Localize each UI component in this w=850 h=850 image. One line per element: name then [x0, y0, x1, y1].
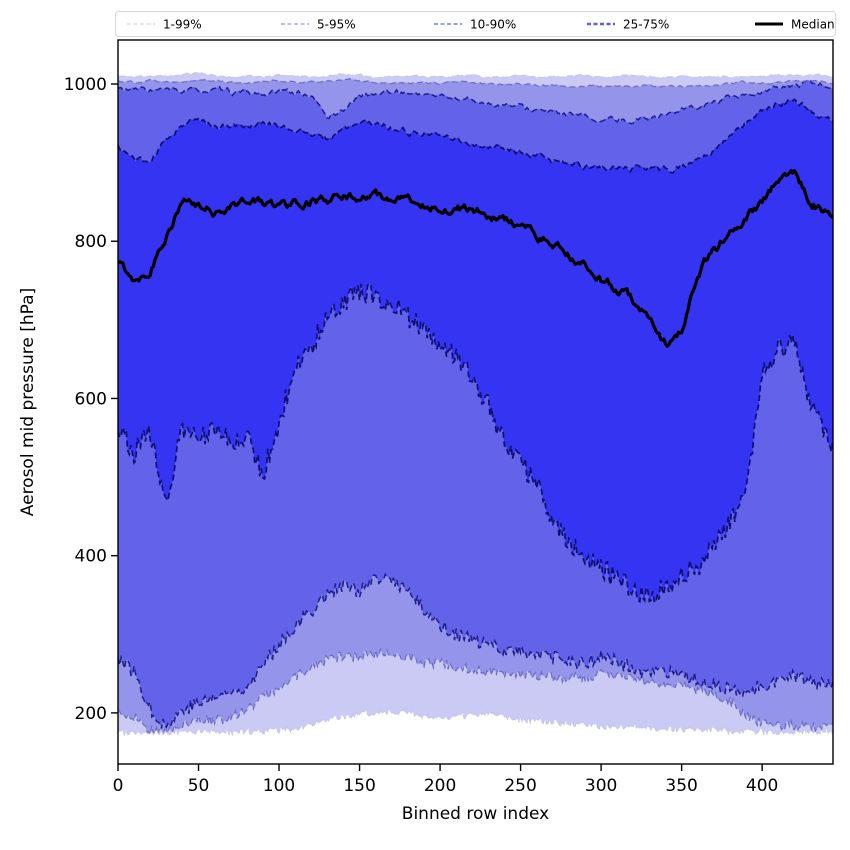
percentile-line-p5	[118, 647, 833, 736]
x-tick-label-4: 200	[424, 776, 456, 796]
legend-label-5-95%: 5-95%	[317, 18, 356, 32]
plot-area	[118, 71, 833, 737]
y-tick-label-3: 800	[75, 232, 107, 252]
legend-entry-5-95%: 5-95%	[281, 18, 356, 32]
median-line	[118, 169, 833, 348]
x-axis-label: Binned row index	[401, 804, 550, 824]
percentile-edge-lines	[118, 71, 833, 737]
percentile-line-p90	[118, 79, 833, 125]
percentile-line-p95	[118, 78, 833, 88]
band-25-75%	[118, 99, 833, 603]
y-tick-label-1: 400	[75, 547, 107, 567]
x-axis: 0 50 100 150 200 250 300 350 400	[113, 764, 778, 796]
percentile-line-p75	[118, 98, 833, 174]
y-tick-label-2: 600	[75, 389, 107, 409]
x-tick-label-1: 50	[188, 776, 210, 796]
percentile-line-p1	[118, 709, 833, 737]
x-tick-label-0: 0	[113, 776, 124, 796]
x-tick-label-3: 150	[343, 776, 375, 796]
legend-label-25-75%: 25-75%	[623, 18, 669, 32]
y-axis: 200 400 600 800 1000	[64, 75, 118, 724]
plot-border	[117, 39, 834, 765]
legend: 1-99% 5-95% 10-90% 25-75% Median	[115, 11, 836, 37]
legend-label-Median: Median	[791, 18, 835, 32]
y-axis-label: Aerosol mid pressure [hPa]	[18, 287, 38, 517]
legend-entry-10-90%: 10-90%	[434, 18, 516, 32]
percentile-bands	[118, 72, 833, 735]
legend-entry-1-99%: 1-99%	[127, 18, 202, 32]
axes: 0 50 100 150 200 250 300 350 400 200 400 600 800 1000	[64, 39, 834, 796]
legend-entry-25-75%: 25-75%	[587, 18, 669, 32]
legend-label-1-99%: 1-99%	[163, 18, 202, 32]
percentile-line-p99	[118, 71, 833, 79]
x-tick-label-5: 250	[504, 776, 536, 796]
percentile-line-p10	[118, 572, 833, 729]
legend-entry-Median: Median	[755, 18, 835, 32]
legend-label-10-90%: 10-90%	[470, 18, 516, 32]
y-tick-label-4: 1000	[64, 75, 107, 95]
x-tick-label-7: 350	[665, 776, 697, 796]
x-tick-label-6: 300	[585, 776, 617, 796]
x-tick-label-8: 400	[746, 776, 778, 796]
x-tick-label-2: 100	[263, 776, 295, 796]
y-tick-label-0: 200	[75, 704, 107, 724]
legend-box	[115, 11, 836, 37]
percentile-line-p25	[118, 282, 833, 604]
